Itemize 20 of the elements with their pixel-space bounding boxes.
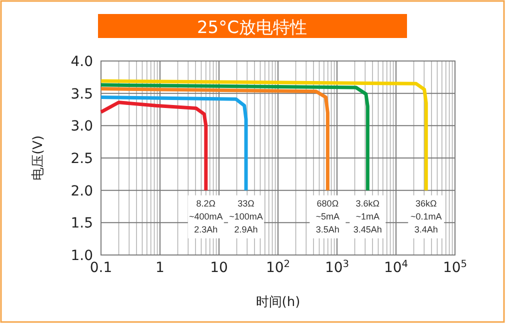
y-tick-label: 2.5 (70, 151, 93, 167)
y-tick-label: 4.0 (70, 54, 93, 70)
y-tick-label: 2.0 (70, 183, 93, 200)
chart-title: 25°C放电特性 (196, 18, 308, 38)
x-tick-label: 10$^{3}$ (324, 258, 350, 276)
y-tick-label: 3.5 (70, 86, 93, 102)
x-tick-label: 10$^{5}$ (442, 258, 468, 276)
x-axis-title: 时间(h) (256, 295, 300, 310)
series-label: 3.6kΩ ~1mA 3.45Ah (353, 198, 382, 234)
x-tick-label: 10 (210, 260, 228, 276)
text: 33Ω ~100mA 2.9Ah (229, 198, 263, 234)
text: 8.2Ω ~400mA 2.3Ah (189, 198, 223, 234)
x-tick-label: 10$^{2}$ (266, 258, 290, 276)
series-label: 680Ω ~5mA 3.5Ah (316, 198, 340, 234)
y-axis-title: 电压(V) (31, 135, 46, 181)
y-tick-label: 3.0 (70, 118, 93, 135)
series-label: 36kΩ ~0.1mA 3.4Ah (410, 198, 442, 234)
x-tick-label: 10$^{4}$ (384, 258, 408, 276)
x-tick-label: 1 (156, 260, 164, 276)
y-tick-label: 1.5 (70, 216, 93, 232)
